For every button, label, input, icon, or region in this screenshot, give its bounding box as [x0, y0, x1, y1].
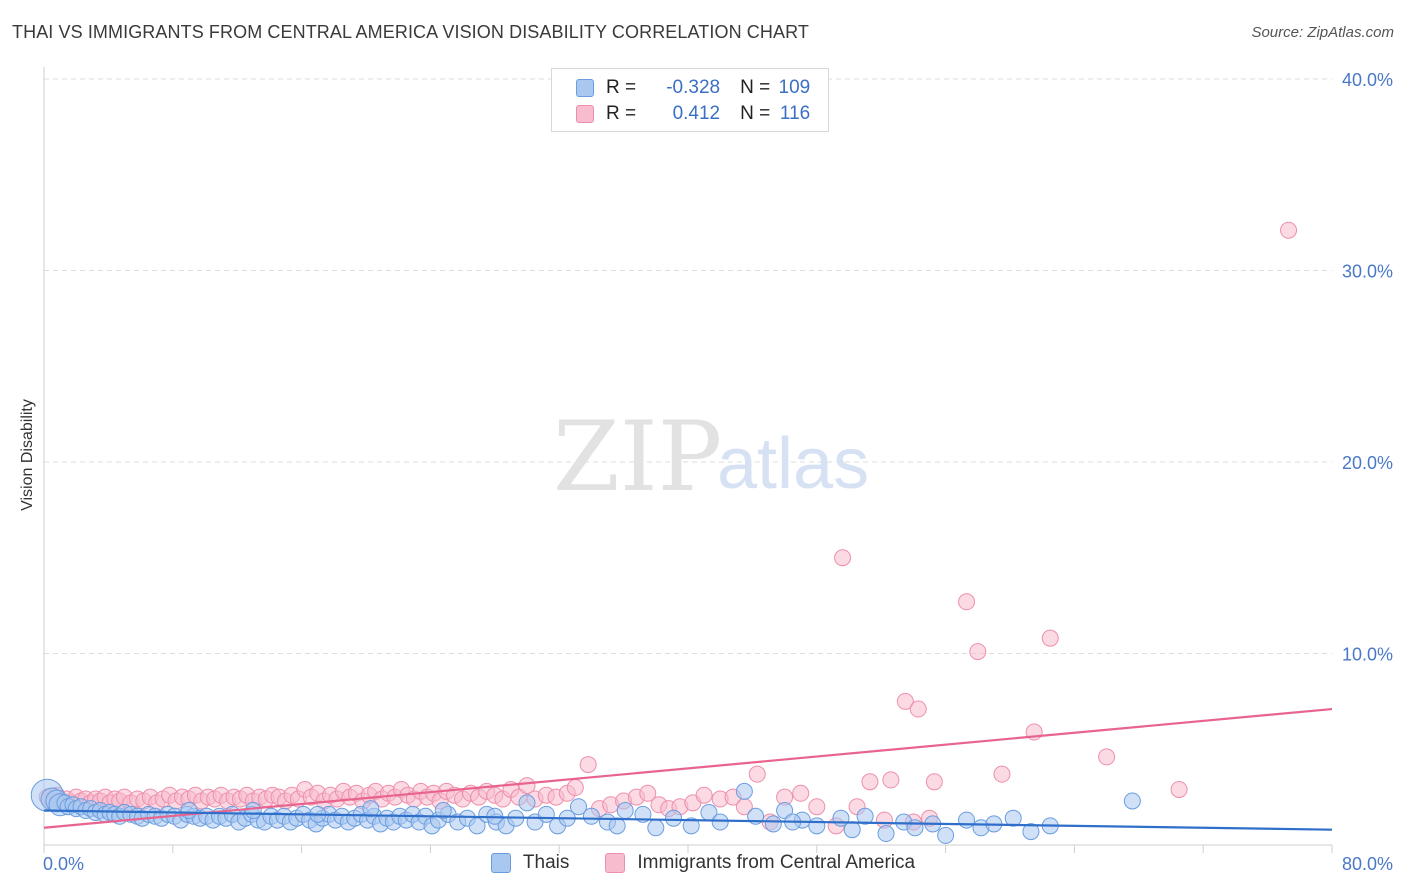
- data-point-thais: [711, 813, 729, 831]
- data-point-central-america: [1280, 221, 1298, 239]
- legend-row-central-america: R = 0.412 N = 116: [552, 101, 810, 127]
- legend-n-label: N =: [740, 77, 771, 98]
- grid-lines: [44, 78, 1332, 654]
- trend-line-central-america: [43, 707, 1333, 829]
- data-point-central-america: [808, 798, 826, 816]
- data-point-thais: [1123, 792, 1141, 810]
- legend-n-value: 116: [779, 103, 811, 124]
- data-point-thais: [434, 802, 452, 820]
- y-tick-label: 10.0%: [1342, 645, 1393, 665]
- legend-item-thais[interactable]: Thais: [490, 852, 570, 874]
- x-tick-label: 0.0%: [43, 854, 84, 874]
- watermark-zip-text: ZIP: [553, 401, 722, 513]
- x-tick-label: 80.0%: [1342, 854, 1393, 874]
- data-point-central-america: [969, 643, 987, 661]
- tick-labels: 10.0% 20.0% 30.0% 40.0% 0.0% 80.0%: [43, 70, 1393, 874]
- y-tick-label: 20.0%: [1342, 453, 1393, 473]
- data-point-thais: [937, 826, 955, 844]
- trend-lines: [43, 707, 1333, 831]
- data-point-central-america: [518, 777, 536, 795]
- legend-swatch-blue: [490, 853, 511, 873]
- axes: [43, 67, 1333, 853]
- data-point-thais: [735, 782, 753, 800]
- data-point-thais: [776, 802, 794, 820]
- data-point-thais: [244, 802, 262, 820]
- source-label: Source: ZipAtlas.com: [1251, 24, 1394, 41]
- data-point-central-america: [579, 756, 597, 774]
- legend-r-value: -0.328: [666, 77, 721, 98]
- data-point-thais: [616, 802, 634, 820]
- data-point-thais: [608, 817, 626, 835]
- data-point-thais: [843, 821, 861, 839]
- data-point-thais: [1004, 809, 1022, 827]
- data-point-central-america: [834, 549, 852, 567]
- legend-r-label: R =: [606, 103, 637, 124]
- chart-title: THAI VS IMMIGRANTS FROM CENTRAL AMERICA …: [12, 22, 809, 42]
- data-point-thais: [764, 815, 782, 833]
- data-point-central-america: [1041, 629, 1059, 647]
- watermark: ZIP atlas: [553, 401, 869, 513]
- data-point-thais: [647, 819, 665, 837]
- data-point-central-america: [861, 773, 879, 791]
- data-point-thais: [856, 807, 874, 825]
- data-point-thais: [362, 800, 380, 818]
- data-point-central-america: [909, 700, 927, 718]
- data-point-central-america: [695, 786, 713, 804]
- data-point-thais: [570, 798, 588, 816]
- data-point-thais: [808, 817, 826, 835]
- data-point-thais: [180, 802, 198, 820]
- data-point-thais: [518, 794, 536, 812]
- data-point-central-america: [1098, 748, 1116, 766]
- legend-item-central-america[interactable]: Immigrants from Central America: [605, 852, 915, 874]
- data-point-central-america: [925, 773, 943, 791]
- data-point-central-america: [896, 692, 914, 710]
- watermark-atlas-text: atlas: [717, 424, 869, 504]
- legend-n-value: 109: [778, 77, 811, 98]
- data-point-thais: [958, 811, 976, 829]
- data-point-central-america: [958, 593, 976, 611]
- data-point-central-america: [1170, 780, 1188, 798]
- y-tick-label: 30.0%: [1342, 262, 1393, 282]
- legend-swatch-pink: [605, 853, 626, 873]
- data-point-thais: [906, 819, 924, 837]
- legend-swatch-pink: [576, 105, 594, 123]
- y-tick-label: 40.0%: [1342, 70, 1393, 90]
- data-point-thais: [665, 809, 683, 827]
- legend-swatch-blue: [576, 79, 594, 97]
- legend-r-label: R =: [606, 77, 637, 98]
- data-point-thais: [682, 817, 700, 835]
- data-point-central-america: [993, 765, 1011, 783]
- legend-row-thais: R = -0.328 N = 109: [552, 75, 810, 101]
- data-point-central-america: [566, 779, 584, 797]
- legend-r-value: 0.412: [672, 103, 721, 124]
- data-point-central-america: [882, 771, 900, 789]
- data-point-central-america: [792, 784, 810, 802]
- legend-label-central-america: Immigrants from Central America: [637, 852, 916, 873]
- data-point-central-america: [639, 784, 657, 802]
- legend-n-label: N =: [740, 103, 771, 124]
- data-point-central-america: [748, 765, 766, 783]
- series-central-america: [38, 221, 1298, 835]
- data-point-thais: [1022, 823, 1040, 841]
- data-point-thais: [877, 825, 895, 843]
- data-point-thais: [582, 807, 600, 825]
- legend-label-thais: Thais: [522, 852, 570, 873]
- series-legend: Thais Immigrants from Central America: [0, 852, 1406, 874]
- correlation-legend: R = -0.328 N = 109 R = 0.412 N = 116: [551, 68, 829, 132]
- trend-line-thais: [43, 809, 1333, 831]
